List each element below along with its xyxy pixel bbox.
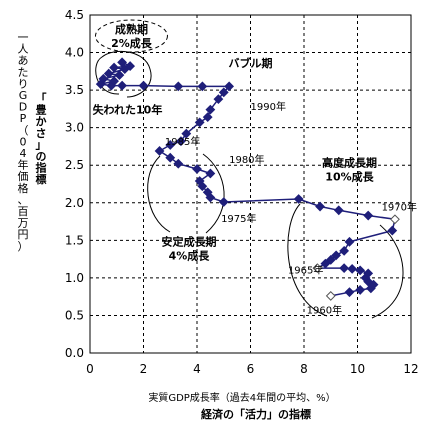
high-growth-left-arc bbox=[287, 203, 328, 317]
year-label: 1980年 bbox=[229, 153, 264, 166]
data-point bbox=[355, 284, 366, 295]
open-marker bbox=[312, 263, 323, 274]
data-point bbox=[347, 263, 358, 274]
data-point bbox=[109, 62, 119, 73]
data-point bbox=[103, 68, 114, 79]
data-point bbox=[315, 201, 325, 212]
stable-growth-left-arc bbox=[147, 155, 171, 233]
data-point bbox=[205, 104, 216, 115]
phase-annotation-line: 高度成長期 bbox=[322, 156, 377, 170]
open-marker bbox=[325, 291, 336, 301]
data-point bbox=[197, 81, 208, 92]
data-point bbox=[138, 80, 149, 91]
x-tick-label: 4 bbox=[193, 362, 201, 376]
phase-annotation-line: 2%成長 bbox=[111, 36, 153, 50]
x-tick-label: 10 bbox=[350, 362, 365, 376]
data-point bbox=[339, 263, 350, 274]
y-tick-label: 0.5 bbox=[65, 308, 84, 322]
x-axis-label: 実質GDP成長率（過去4年間の平均、%） bbox=[148, 391, 335, 404]
data-point bbox=[363, 268, 374, 279]
x-tick-label: 12 bbox=[403, 362, 418, 376]
year-labels: 1960年 1965年 1970年 1975年 1980年 1985年 1990年 bbox=[165, 100, 417, 317]
x-tick-label: 0 bbox=[86, 362, 94, 376]
y-tick-label: 3.0 bbox=[65, 121, 84, 135]
phase-annotation-line: バブル期 bbox=[229, 56, 273, 70]
year-label: 1970年 bbox=[382, 201, 417, 214]
data-point bbox=[293, 194, 304, 204]
y-tick-label: 1.0 bbox=[65, 271, 84, 285]
series-trajectory bbox=[95, 57, 400, 301]
data-point bbox=[117, 80, 128, 91]
data-point bbox=[224, 81, 235, 92]
data-point bbox=[363, 210, 374, 221]
data-point bbox=[98, 73, 109, 84]
year-label: 1960年 bbox=[307, 303, 342, 316]
y-axis-label-text: 「豊かさ」の指標 bbox=[36, 91, 47, 186]
y-tick-label: 4.0 bbox=[65, 46, 84, 60]
grid bbox=[89, 14, 412, 354]
data-point bbox=[205, 168, 216, 179]
data-point bbox=[114, 70, 125, 80]
year-label: 1985年 bbox=[165, 135, 200, 148]
y-axis-ticks: 0.0 0.5 1.0 1.5 2.0 2.5 3.0 3.5 4.0 4.5 bbox=[65, 8, 84, 360]
data-point bbox=[333, 205, 344, 216]
data-point bbox=[344, 236, 355, 247]
data-point bbox=[194, 117, 205, 128]
data-point bbox=[202, 187, 213, 198]
data-point bbox=[218, 87, 229, 98]
y-tick-label: 3.5 bbox=[65, 83, 84, 97]
open-marker bbox=[390, 214, 400, 225]
data-point bbox=[173, 158, 184, 169]
data-point bbox=[202, 112, 213, 123]
data-point bbox=[339, 245, 350, 256]
data-point bbox=[192, 164, 202, 174]
data-point bbox=[325, 254, 336, 265]
mature-period-ellipse bbox=[94, 19, 168, 53]
data-point bbox=[173, 81, 184, 92]
y-tick-label: 1.5 bbox=[65, 233, 84, 247]
phase-annotation-line: 10%成長 bbox=[325, 170, 374, 184]
data-point bbox=[331, 250, 342, 261]
x-axis-ticks: 0 2 4 6 8 10 12 bbox=[86, 362, 418, 376]
data-point bbox=[213, 94, 224, 105]
x-tick-label: 6 bbox=[247, 362, 255, 376]
phase-annotation-line: 成熟期 bbox=[115, 22, 148, 36]
data-point bbox=[109, 76, 119, 87]
data-point bbox=[344, 287, 355, 298]
data-point bbox=[176, 136, 186, 147]
phase-annotation-line: 安定成長期 bbox=[161, 235, 216, 249]
y-axis-label: 一人あたり G D P （0 4 年価格、百万円） 「豊かさ」の指標 bbox=[18, 31, 47, 253]
lost-decade-arc bbox=[95, 50, 152, 98]
data-point bbox=[355, 265, 366, 276]
stable-growth-right-arc bbox=[202, 153, 225, 234]
y-tick-label: 0.0 bbox=[65, 346, 84, 360]
data-point bbox=[387, 225, 398, 236]
phase-annotation-line: 4%成長 bbox=[169, 249, 211, 263]
x-axis-sublabel: 経済の「活力」の指標 bbox=[201, 407, 311, 421]
data-point bbox=[181, 128, 192, 139]
x-tick-label: 2 bbox=[140, 362, 148, 376]
data-point bbox=[117, 57, 128, 68]
year-label: 1965年 bbox=[288, 264, 323, 277]
data-point bbox=[165, 152, 176, 163]
year-label: 1990年 bbox=[251, 100, 286, 113]
data-point bbox=[154, 146, 165, 156]
y-axis-label-text: 一人あたり G D P （0 4 年価格、百万円） bbox=[18, 31, 29, 253]
y-tick-label: 2.5 bbox=[65, 158, 84, 172]
data-point bbox=[218, 197, 229, 207]
high-growth-right-arc bbox=[371, 224, 404, 319]
data-point bbox=[194, 176, 205, 186]
period-groupings bbox=[94, 19, 404, 319]
data-point bbox=[165, 140, 176, 150]
x-tick-label: 8 bbox=[300, 362, 308, 376]
y-tick-label: 4.5 bbox=[65, 8, 84, 22]
y-tick-label: 2.0 bbox=[65, 196, 84, 210]
data-point bbox=[125, 61, 136, 71]
phase-annotation-line: 失われた10年 bbox=[93, 103, 163, 117]
year-label: 1975年 bbox=[221, 212, 256, 225]
plot-frame bbox=[89, 14, 412, 354]
